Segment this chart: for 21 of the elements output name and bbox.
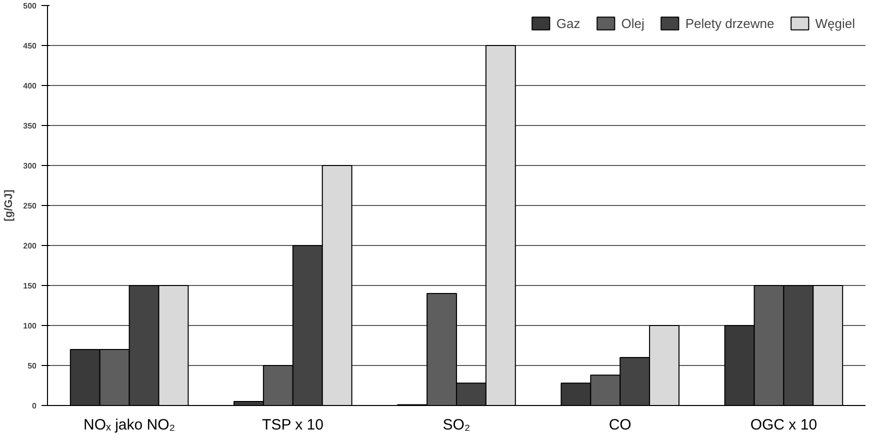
legend-label: Węgiel — [815, 16, 855, 30]
x-tick-label: TSP x 10 — [262, 416, 324, 434]
x-tick-label: OGC x 10 — [750, 416, 818, 434]
y-tick-label: 250 — [23, 202, 38, 210]
y-tick-label: 400 — [23, 82, 38, 90]
x-tick-label: SO₂ — [442, 416, 470, 434]
x-tick-label: CO — [608, 416, 632, 434]
y-tick-label: 150 — [23, 282, 38, 290]
y-tick-label: 300 — [23, 162, 38, 170]
y-tick-label: 500 — [23, 2, 38, 10]
y-axis-title: [g/GJ] — [3, 189, 16, 222]
y-tick-label: 0 — [32, 402, 38, 410]
y-tick-label: 50 — [28, 362, 38, 370]
y-tick-label: 450 — [23, 42, 38, 50]
y-tick-label: 100 — [23, 322, 38, 330]
legend-label: Gaz — [556, 16, 580, 30]
y-tick-label: 350 — [23, 122, 38, 130]
legend-label: Olej — [621, 16, 644, 30]
x-tick-label: NOₓ jako NO₂ — [84, 416, 176, 434]
legend-label: Pelety drzewne — [685, 16, 774, 30]
y-tick-label: 200 — [23, 242, 38, 250]
